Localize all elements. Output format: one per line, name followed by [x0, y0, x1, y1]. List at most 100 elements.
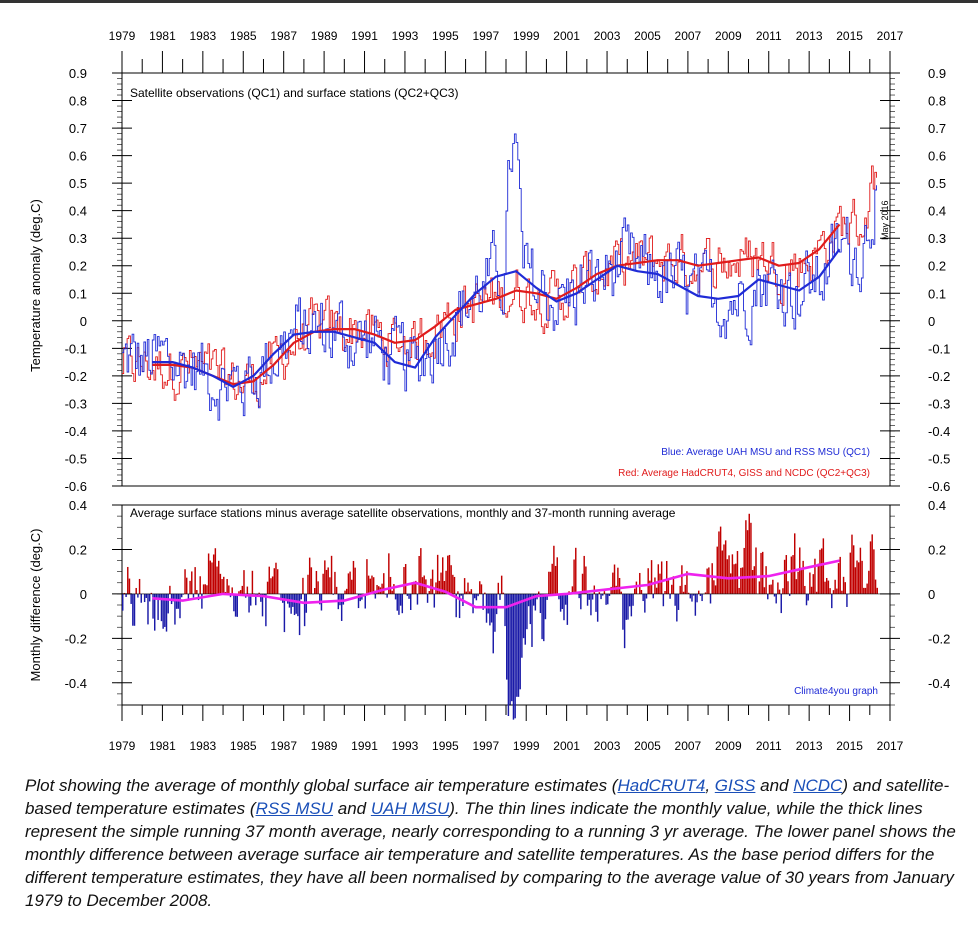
difference-bar	[822, 538, 825, 594]
top-x-tick-label: 2017	[877, 29, 904, 43]
lower-y-tick-label-right: -0.2	[928, 631, 950, 646]
difference-bar	[324, 560, 326, 594]
difference-bar	[179, 593, 181, 619]
difference-bar	[625, 593, 628, 620]
difference-bar	[676, 593, 678, 622]
difference-bar	[322, 573, 324, 594]
difference-bar	[630, 593, 633, 617]
difference-bar	[866, 583, 868, 594]
difference-bar	[455, 593, 457, 618]
difference-bar	[413, 581, 415, 594]
difference-bar	[691, 593, 693, 602]
upper-y-tick-label-left: -0.1	[65, 341, 87, 356]
difference-bar	[524, 593, 526, 645]
difference-bar	[794, 533, 796, 594]
difference-bar	[436, 554, 439, 594]
upper-y-tick-label-left: -0.3	[65, 396, 87, 411]
upper-y-tick-label-right: 0	[928, 314, 935, 329]
upper-y-tick-label-right: 0.8	[928, 94, 946, 109]
difference-bar	[810, 586, 813, 594]
difference-bar	[812, 574, 814, 594]
difference-bar	[202, 584, 205, 594]
difference-bar	[559, 593, 562, 612]
difference-bar	[755, 547, 757, 594]
difference-bar	[415, 580, 417, 594]
upper-y-tick-label-right: 0.5	[928, 176, 946, 191]
difference-bar	[132, 593, 134, 626]
difference-bar	[617, 567, 619, 594]
lower-y-tick-labels: 0.4 0.4 0.2 0.2 0 0 -0.2 -0.2 -0.4 -0.4	[65, 498, 951, 691]
difference-bar	[182, 593, 185, 595]
difference-bar	[460, 593, 462, 596]
difference-bar	[662, 593, 665, 607]
difference-bar	[335, 586, 338, 594]
difference-bar	[450, 565, 452, 594]
difference-bar	[371, 575, 373, 594]
difference-bar	[832, 590, 835, 594]
difference-bar	[544, 593, 547, 620]
difference-bar	[682, 591, 685, 594]
difference-bar	[861, 560, 863, 594]
top-x-tick-label: 1981	[149, 29, 176, 43]
difference-bar	[241, 585, 244, 594]
difference-bar	[186, 577, 188, 594]
difference-bar	[849, 552, 852, 594]
hadcrut4-link[interactable]: HadCRUT4	[617, 776, 706, 795]
difference-bar	[558, 593, 560, 600]
difference-bar	[711, 563, 713, 594]
difference-bar	[457, 591, 459, 594]
difference-bar	[315, 570, 318, 594]
difference-bar	[649, 580, 651, 594]
difference-bar	[416, 593, 419, 605]
caption-text-3: and	[755, 776, 794, 795]
ncdc-link[interactable]: NCDC	[793, 776, 843, 795]
lower-y-tick-label-left: -0.4	[65, 676, 87, 691]
difference-bar	[607, 593, 609, 605]
difference-bar	[248, 593, 250, 613]
difference-bar	[548, 571, 550, 594]
difference-bar	[191, 571, 193, 594]
difference-bar	[745, 520, 747, 594]
difference-bar	[303, 593, 306, 627]
difference-bar	[704, 592, 707, 594]
difference-bar	[317, 581, 319, 594]
top-x-tick-label: 2015	[836, 29, 863, 43]
difference-bar	[494, 593, 496, 632]
difference-bar	[647, 568, 649, 594]
difference-bar	[526, 593, 528, 630]
difference-bar	[431, 569, 434, 594]
difference-bar	[187, 593, 190, 601]
difference-bar	[206, 585, 208, 594]
difference-bar	[583, 555, 585, 594]
top-x-tick-label: 1995	[432, 29, 459, 43]
bottom-x-tick-label: 2005	[634, 739, 661, 753]
difference-bar	[443, 580, 446, 594]
difference-bar	[452, 574, 454, 594]
difference-bar	[856, 560, 858, 594]
difference-bar	[758, 581, 761, 594]
figure-caption: Plot showing the average of monthly glob…	[25, 774, 960, 912]
giss-link[interactable]: GISS	[714, 776, 756, 795]
difference-bar	[346, 588, 348, 594]
difference-bar	[401, 593, 404, 614]
difference-bar	[307, 574, 309, 594]
difference-bar	[824, 581, 826, 594]
difference-bar	[453, 576, 456, 594]
difference-bar	[261, 593, 264, 617]
difference-bar	[807, 593, 809, 601]
difference-bar	[687, 592, 690, 594]
difference-bar	[608, 593, 611, 596]
upper-panel: 0.9 0.9 0.8 0.8 0.7 0.7 0.6 0.6 0.5 0.5 0.4 0.4 0.3 0…	[28, 51, 950, 494]
difference-bar	[556, 557, 558, 594]
upper-panel-title: Satellite observations (QC1) and surface…	[130, 86, 458, 100]
difference-bar	[287, 593, 289, 604]
rss-msu-link[interactable]: RSS MSU	[255, 799, 334, 818]
difference-bar	[479, 581, 481, 594]
uah-msu-link[interactable]: UAH MSU	[370, 799, 450, 818]
caption-text-6: ). The thin lines indicate the monthly v…	[25, 799, 956, 910]
difference-bar	[566, 593, 569, 625]
upper-y-tick-label-right: -0.5	[928, 451, 950, 466]
difference-bar	[591, 593, 594, 600]
difference-bar	[300, 593, 302, 600]
difference-bar	[640, 589, 643, 594]
